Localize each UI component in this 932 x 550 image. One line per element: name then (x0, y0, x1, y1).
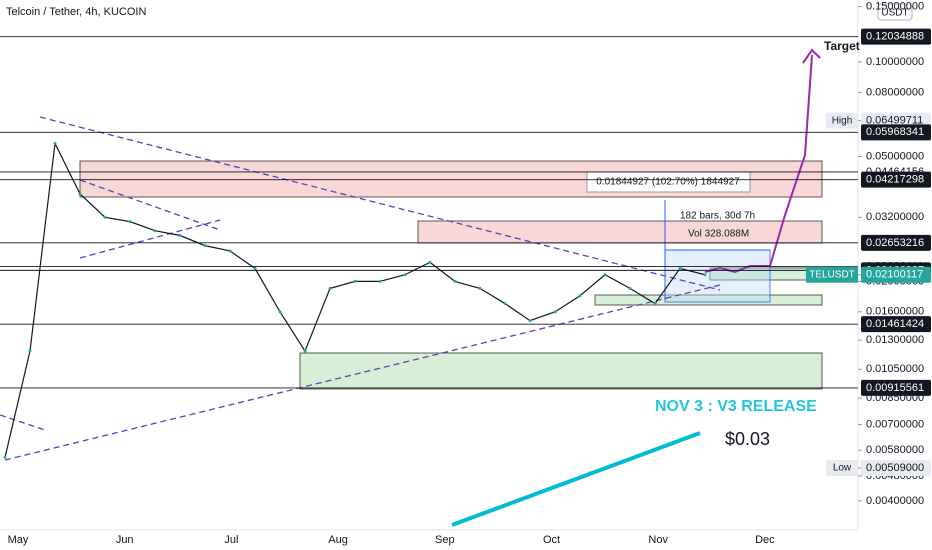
level-box (861, 459, 931, 476)
y-tick-label: 0.00400000 (866, 495, 924, 507)
level-label: 0.05968341 (866, 126, 924, 138)
x-tick-label: Jun (116, 534, 134, 546)
price-point (653, 302, 657, 306)
price-point (503, 302, 507, 306)
level-box (861, 379, 931, 396)
price-target-label: $0.03 (725, 429, 770, 449)
level-label: 0.02100117 (866, 269, 923, 281)
projection (704, 54, 813, 274)
price-point (528, 319, 532, 323)
x-tick-label: May (8, 534, 29, 546)
y-tick-label: 0.01300000 (866, 334, 924, 346)
price-point (228, 249, 232, 253)
price-point (478, 286, 482, 290)
level-label: 0.00509000 (866, 462, 924, 474)
projection-arrow (802, 48, 821, 64)
level-tag: Low (833, 463, 852, 474)
y-tick-label: 0.01600000 (866, 306, 924, 318)
price-point (378, 279, 382, 283)
volume-label: Vol 328.088M (688, 229, 749, 240)
price-point (153, 229, 157, 233)
level-box (861, 171, 931, 188)
price-point (403, 273, 407, 277)
price-point (103, 215, 107, 219)
y-tick-label: 0.01050000 (866, 363, 924, 375)
level-box (861, 266, 931, 283)
price-point (303, 349, 307, 353)
currency: USDT (881, 8, 908, 19)
price-point (328, 286, 332, 290)
level-tag: High (832, 115, 853, 126)
demand-zone (299, 352, 823, 390)
release-label: NOV 3 : V3 RELEASE (655, 398, 817, 415)
release-line (451, 431, 701, 527)
price-point (678, 266, 682, 270)
price-point (453, 279, 457, 283)
measure-box (664, 249, 771, 303)
x-tick-label: Aug (328, 534, 348, 546)
level-label: 0.02653216 (866, 237, 924, 249)
level-label: 0.00915561 (866, 382, 924, 394)
supply-zone (417, 220, 823, 244)
x-tick-label: Dec (755, 534, 775, 546)
y-tick-label: 0.10000000 (866, 56, 924, 68)
price-point (553, 310, 557, 314)
level-tag: Target (824, 39, 860, 53)
level-label: 0.06499711 (866, 115, 923, 127)
price-point (703, 273, 707, 277)
tag-box (826, 459, 858, 476)
bars-label: 182 bars, 30d 7h (680, 211, 755, 222)
level-tag: TELUSDT (809, 269, 855, 280)
y-tick-label: 0.03200000 (866, 211, 924, 223)
level-box (861, 124, 931, 141)
price-point (578, 294, 582, 298)
price-point (253, 266, 257, 270)
chart-title: Telcoin / Tether, 4h, KUCOIN (6, 6, 146, 18)
price-point (428, 260, 432, 264)
x-tick-label: Jul (224, 534, 238, 546)
price-point (128, 220, 132, 224)
price-point (78, 192, 82, 196)
y-tick-label: 0.05000000 (866, 150, 924, 162)
y-tick-label: 0.08000000 (866, 86, 924, 98)
price-point (28, 349, 32, 353)
y-tick-label: 0.00700000 (866, 418, 924, 430)
x-tick-label: Sep (435, 534, 455, 546)
price-point (278, 310, 282, 314)
level-label: 0.01461424 (866, 318, 924, 330)
level-label: 0.12034888 (866, 31, 924, 43)
trendlines (0, 116, 721, 461)
price-point (178, 234, 182, 238)
price-point (628, 286, 632, 290)
level-box (861, 234, 931, 251)
price-point (603, 273, 607, 277)
x-tick-label: Oct (543, 534, 560, 546)
price-point (203, 244, 207, 248)
level-box (861, 28, 931, 45)
tag-box (826, 112, 858, 129)
level-label: 0.04217298 (866, 174, 924, 186)
demand-zone (594, 294, 823, 306)
y-tick-label: 0.00580000 (866, 444, 924, 456)
measure-label: 0.01844927 (102.70%) 1844927 (596, 177, 740, 188)
tag-box (806, 266, 858, 283)
x-tick-label: Nov (648, 534, 668, 546)
y-tick-label: 0.15000000 (866, 1, 924, 13)
price-point (353, 279, 357, 283)
price-point (3, 455, 7, 459)
currency-box (877, 3, 913, 21)
price-point (53, 141, 57, 145)
level-box (861, 316, 931, 333)
